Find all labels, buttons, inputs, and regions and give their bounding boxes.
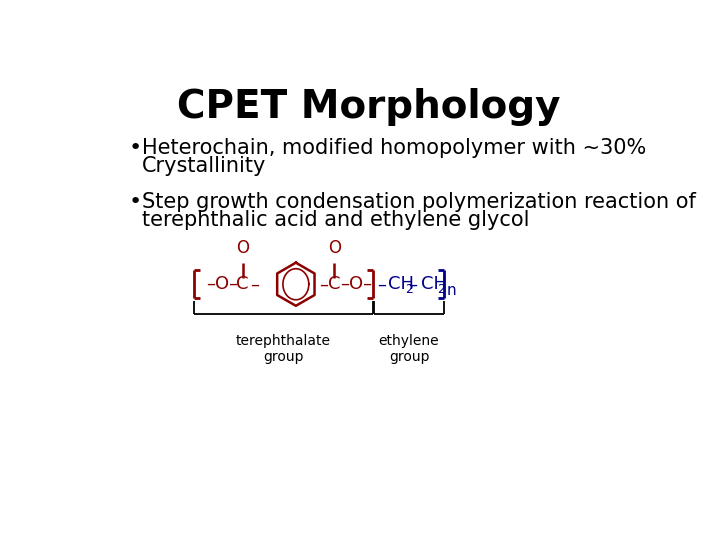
Text: •: • <box>129 192 142 212</box>
Text: C: C <box>236 275 249 293</box>
Text: O: O <box>236 239 249 256</box>
Text: –: – <box>251 275 259 293</box>
Text: •: • <box>129 138 142 158</box>
Text: –O–: –O– <box>341 275 373 293</box>
Text: 2: 2 <box>405 283 413 296</box>
Text: terephthalic acid and ethylene glycol: terephthalic acid and ethylene glycol <box>142 210 529 230</box>
Text: Step growth condensation polymerization reaction of: Step growth condensation polymerization … <box>142 192 696 212</box>
Text: CPET Morphology: CPET Morphology <box>177 88 561 126</box>
Text: 2: 2 <box>438 283 446 296</box>
Text: n: n <box>447 283 456 298</box>
Text: Heterochain, modified homopolymer with ~30%: Heterochain, modified homopolymer with ~… <box>142 138 646 158</box>
Text: –: – <box>377 275 386 293</box>
Text: O: O <box>328 239 341 256</box>
Text: ethylene
group: ethylene group <box>379 334 439 364</box>
Text: CH: CH <box>420 275 446 293</box>
Text: Crystallinity: Crystallinity <box>142 156 266 176</box>
Text: –: – <box>408 275 418 293</box>
Text: –: – <box>319 275 328 293</box>
Text: terephthalate
group: terephthalate group <box>236 334 331 364</box>
Text: C: C <box>328 275 341 293</box>
Text: CH: CH <box>388 275 414 293</box>
Text: –O–: –O– <box>206 275 238 293</box>
